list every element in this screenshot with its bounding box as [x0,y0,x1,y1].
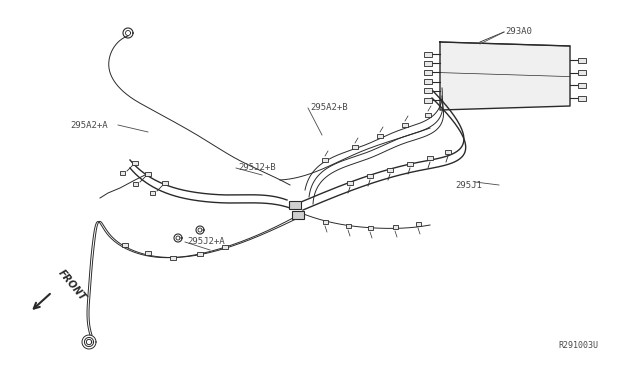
Bar [578,58,586,62]
Text: 295A2+A: 295A2+A [70,121,108,129]
Bar [367,226,372,230]
Bar [145,172,151,176]
Bar [402,123,408,127]
Bar [424,97,432,103]
Bar [445,150,451,154]
Bar [347,181,353,185]
Bar [120,171,125,175]
Bar [132,161,138,165]
Bar [424,88,432,93]
Text: 295J1: 295J1 [455,180,482,189]
Bar [322,158,328,162]
Bar [578,96,586,100]
Bar [145,251,151,255]
Bar [352,145,358,149]
Text: R291003U: R291003U [558,341,598,350]
Bar [377,134,383,138]
Bar [578,70,586,75]
Bar [424,79,432,84]
Bar [323,220,328,224]
Bar [197,252,203,256]
Bar [170,256,176,260]
Bar [424,51,432,57]
Bar [132,182,138,186]
Bar [407,162,413,166]
Bar [222,245,228,249]
Text: 295J2+A: 295J2+A [187,237,225,247]
Bar [427,156,433,160]
Text: 295J2+B: 295J2+B [238,164,276,173]
Bar [425,113,431,117]
Bar [150,191,154,195]
Bar [392,225,397,229]
Bar [367,174,373,178]
Text: 295A2+B: 295A2+B [310,103,348,112]
Text: FRONT: FRONT [56,267,88,302]
Bar [424,70,432,75]
Bar [289,201,301,209]
Bar [415,222,420,226]
Bar [346,224,351,228]
Polygon shape [440,42,570,110]
Bar [162,181,168,185]
Bar [578,83,586,88]
Bar [292,211,304,219]
Bar [387,168,393,172]
Bar [122,243,128,247]
Bar [424,61,432,66]
Text: 293A0: 293A0 [505,28,532,36]
